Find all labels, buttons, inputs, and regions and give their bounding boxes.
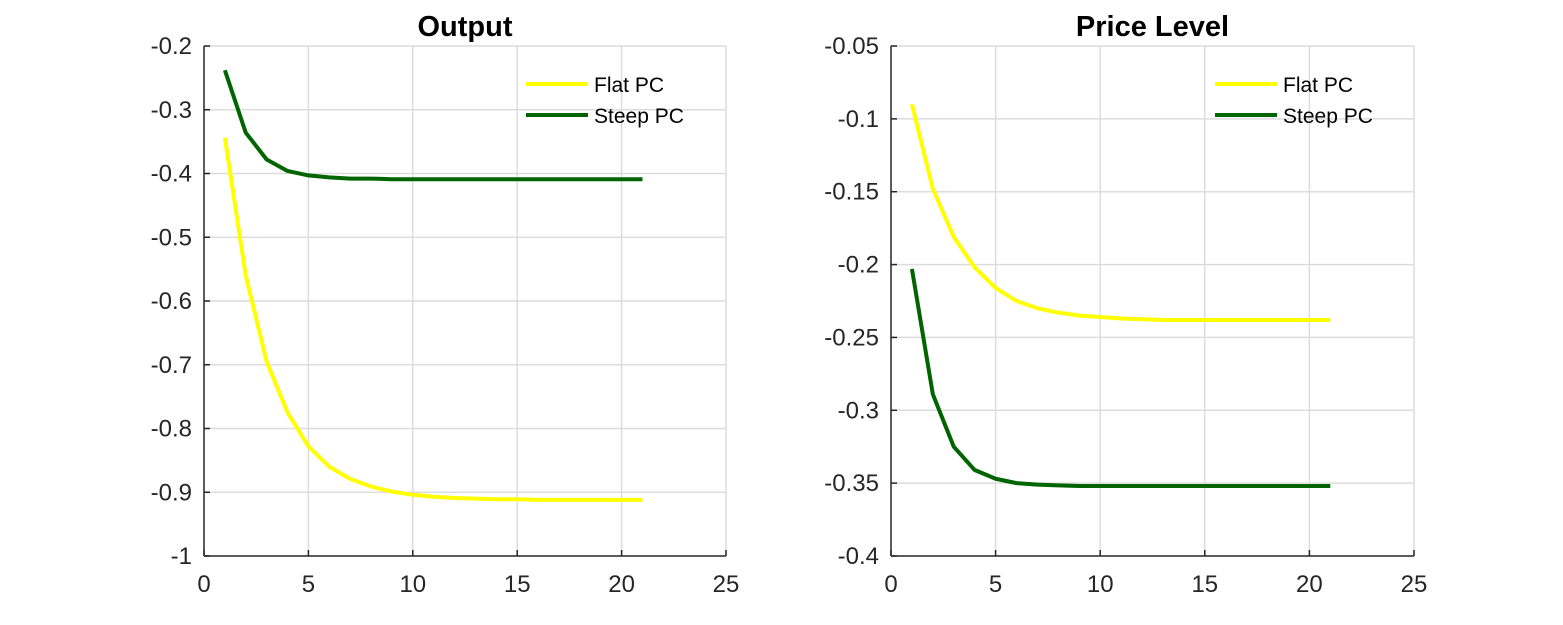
- legend-label: Flat PC: [594, 74, 664, 97]
- x-tick-label: 0: [197, 571, 210, 598]
- y-tick-label: -0.1: [838, 106, 879, 133]
- y-tick-label: -0.5: [151, 224, 192, 251]
- x-tick-label: 25: [713, 571, 740, 598]
- series-line-steep-pc: [222, 69, 643, 182]
- y-tick-label: -0.3: [151, 97, 192, 124]
- x-tick-label: 15: [504, 571, 531, 598]
- x-tick-label: 0: [884, 571, 897, 598]
- y-tick-label: -0.4: [838, 543, 879, 570]
- y-tick-label: -0.05: [824, 33, 879, 60]
- x-tick-label: 5: [302, 571, 315, 598]
- x-tick-label: 10: [399, 571, 426, 598]
- x-tick-label: 25: [1401, 571, 1428, 598]
- y-tick-label: -0.25: [824, 324, 879, 351]
- x-tick-label: 20: [608, 571, 635, 598]
- y-tick-label: -1: [171, 543, 192, 570]
- series-line-steep-pc: [909, 268, 1331, 489]
- y-tick-label: -0.3: [838, 397, 879, 424]
- legend-label: Steep PC: [1283, 105, 1373, 128]
- y-tick-label: -0.35: [824, 470, 879, 497]
- y-tick-label: -0.15: [824, 179, 879, 206]
- legend-label: Steep PC: [594, 105, 684, 128]
- y-tick-label: -0.8: [151, 416, 192, 443]
- series-line-flat-pc: [909, 103, 1331, 322]
- x-tick-label: 5: [989, 571, 1002, 598]
- x-tick-label: 15: [1191, 571, 1218, 598]
- y-tick-label: -0.2: [151, 33, 192, 60]
- y-tick-label: -0.4: [151, 161, 192, 188]
- x-tick-label: 20: [1296, 571, 1323, 598]
- x-tick-label: 10: [1087, 571, 1114, 598]
- chart-panel-2: 0 5 10 15 20 25 -0.4 -0.35 -0.3 -0.25 -0.2 -0.15 -0.…: [824, 11, 1427, 598]
- chart-title: Output: [417, 11, 512, 43]
- legend: Flat PC Steep PC: [526, 74, 684, 128]
- legend-label: Flat PC: [1283, 74, 1353, 97]
- chart-panel-1: 0 5 10 15 20 25 -1 -0.9 -0.8 -0.7 -0.6 -0.5 -0.4 -0.3…: [151, 11, 740, 598]
- y-tick-label: -0.9: [151, 479, 192, 506]
- chart-title: Price Level: [1076, 11, 1229, 43]
- legend: Flat PC Steep PC: [1215, 74, 1373, 128]
- y-tick-label: -0.7: [151, 352, 192, 379]
- series-line-flat-pc: [222, 137, 643, 502]
- y-tick-label: -0.6: [151, 288, 192, 315]
- y-tick-label: -0.2: [838, 252, 879, 279]
